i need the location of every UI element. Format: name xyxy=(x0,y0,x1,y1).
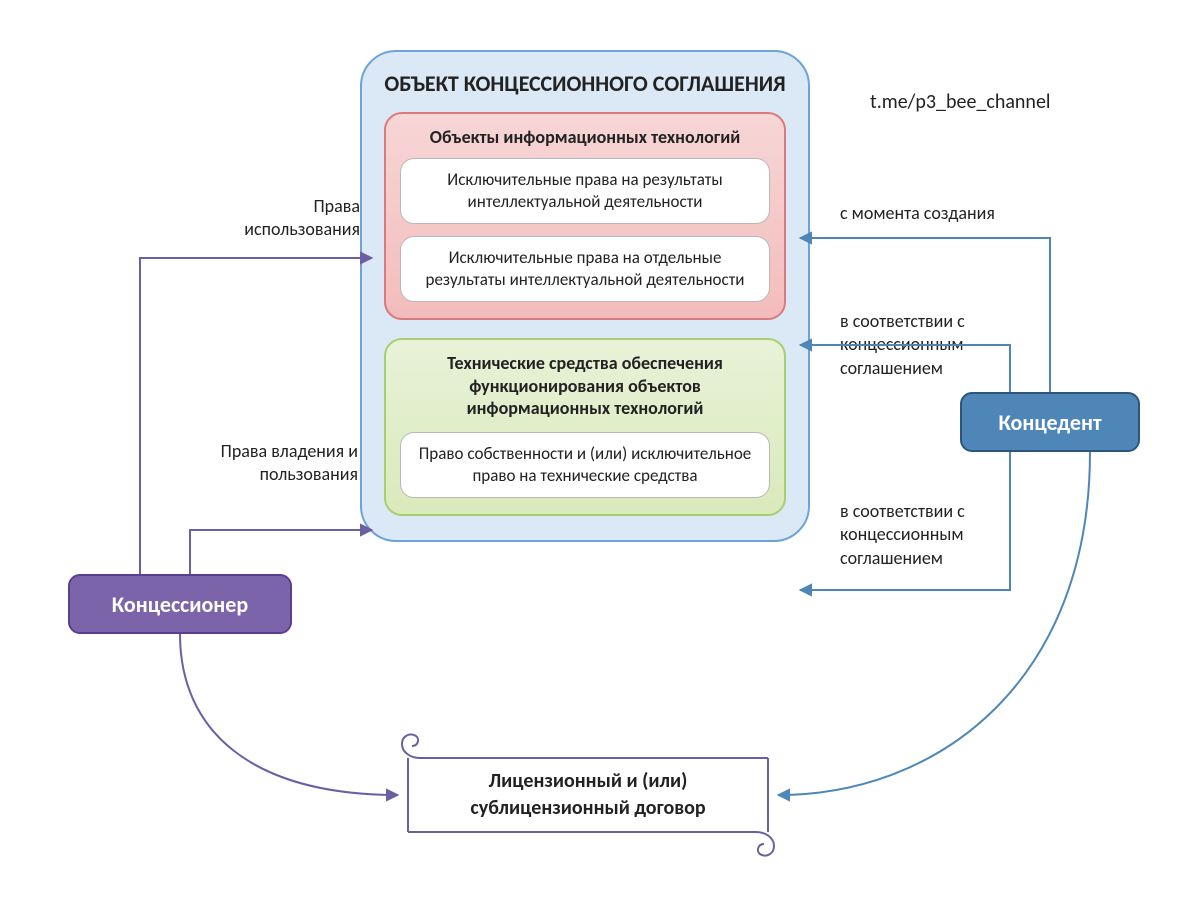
scroll-bottom-edge xyxy=(408,832,774,856)
red-card-1: Исключительные права на результаты интел… xyxy=(400,158,770,224)
edge-concessioner-to-red xyxy=(140,258,372,574)
watermark-text: t.me/p3_bee_channel xyxy=(870,90,1050,114)
label-per-agreement-2: в соответствии с концессионным соглашени… xyxy=(840,500,1030,570)
green-section-title: Технические средства обеспечения функцио… xyxy=(400,352,770,420)
red-section: Объекты информационных технологий Исключ… xyxy=(384,112,786,321)
actor-concessioner: Концессионер xyxy=(68,574,292,634)
license-agreement-text: Лицензионный и (или) сублицензионный дог… xyxy=(428,768,748,822)
main-title: ОБЪЕКТ КОНЦЕССИОННОГО СОГЛАШЕНИЯ xyxy=(384,70,786,98)
label-rights-use: Права использования xyxy=(220,195,360,242)
edge-concessioner-to-green xyxy=(190,530,372,574)
label-per-agreement-1: в соответствии с концессионным соглашени… xyxy=(840,310,1030,380)
actor-concedent-label: Концедент xyxy=(998,409,1101,436)
green-card-1: Право собственности и (или) исключительн… xyxy=(400,432,770,498)
red-section-title: Объекты информационных технологий xyxy=(400,126,770,149)
green-section: Технические средства обеспечения функцио… xyxy=(384,338,786,516)
main-container: ОБЪЕКТ КОНЦЕССИОННОГО СОГЛАШЕНИЯ Объекты… xyxy=(360,50,810,542)
edge-concessioner-to-license xyxy=(180,634,398,795)
diagram-canvas: t.me/p3_bee_channel ОБЪЕКТ КОНЦЕССИОННОГ… xyxy=(0,0,1200,900)
actor-concessioner-label: Концессионер xyxy=(112,591,248,618)
actor-concedent: Концедент xyxy=(960,392,1140,452)
scroll-top-edge xyxy=(402,734,768,758)
label-from-creation: с момента создания xyxy=(840,202,1010,225)
license-agreement-box: Лицензионный и (или) сублицензионный дог… xyxy=(408,758,768,832)
label-rights-own: Права владения и пользования xyxy=(208,440,358,487)
red-card-2: Исключительные права на отдельные резуль… xyxy=(400,236,770,302)
